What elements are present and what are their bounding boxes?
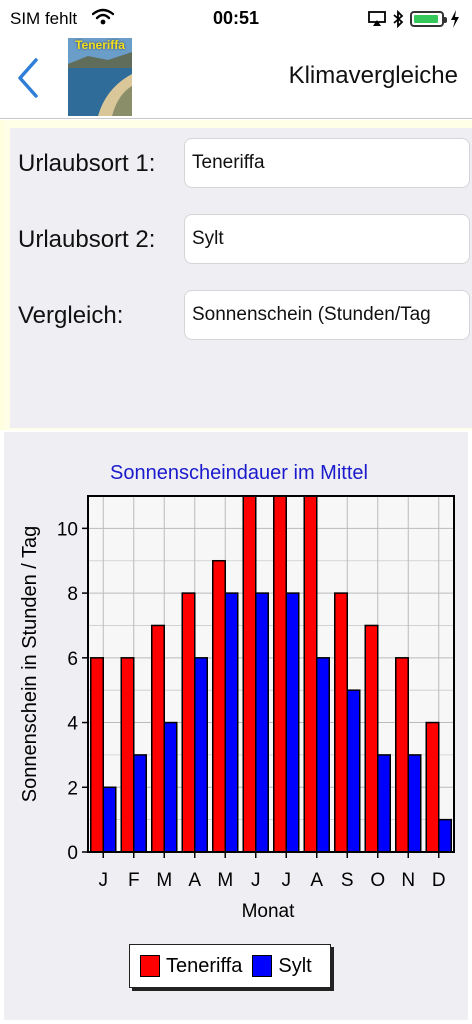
bar-sylt <box>194 657 208 853</box>
bar-teneriffa <box>334 592 348 853</box>
x-tick-label: J <box>251 870 261 891</box>
back-chevron-icon[interactable] <box>14 56 44 100</box>
location-thumbnail: Teneriffa <box>68 38 132 116</box>
charging-bolt-icon <box>451 10 459 28</box>
bar-sylt <box>285 592 300 853</box>
carrier-label: SIM fehlt <box>10 9 78 28</box>
status-bar: SIM fehlt 00:51 <box>0 0 472 38</box>
x-tick-label: M <box>217 870 233 891</box>
bar-teneriffa <box>242 495 257 853</box>
y-tick-label: 0 <box>67 843 78 864</box>
bar-teneriffa <box>303 495 318 853</box>
bar-sylt <box>224 592 239 853</box>
battery-icon <box>410 11 447 27</box>
location2-label: Urlaubsort 2: <box>18 226 156 253</box>
clock: 00:51 <box>212 8 260 28</box>
legend-swatch-sylt <box>252 955 273 977</box>
bar-teneriffa <box>425 721 440 853</box>
bar-sylt <box>438 818 452 853</box>
y-tick-label: 8 <box>67 584 78 605</box>
sunshine-bar-chart: Sonnenscheindauer im Mittel Sonnenschein… <box>19 462 455 922</box>
comparison-form: Urlaubsort 1: Teneriffa Urlaubsort 2: Sy… <box>0 120 472 430</box>
bar-teneriffa <box>395 657 409 853</box>
legend-item-sylt: Sylt <box>252 954 312 978</box>
bar-sylt <box>255 592 269 853</box>
legend-label-sylt: Sylt <box>278 954 312 977</box>
bar-teneriffa <box>120 657 135 853</box>
bar-sylt <box>377 754 391 853</box>
bar-sylt <box>407 754 422 853</box>
bar-sylt <box>163 721 178 853</box>
x-tick-label: J <box>99 870 109 891</box>
x-tick-label: S <box>341 870 354 891</box>
bar-teneriffa <box>212 559 226 853</box>
chart-panel: Sonnenscheindauer im Mittel Sonnenschein… <box>4 432 468 1020</box>
plot-frame <box>87 495 455 853</box>
bluetooth-icon <box>393 10 404 28</box>
y-tick-label: 10 <box>57 519 78 540</box>
page-title: Klimavergleiche <box>288 62 458 89</box>
airplay-icon <box>368 11 386 26</box>
x-tick-label: O <box>370 870 385 891</box>
bar-sylt <box>346 689 361 853</box>
y-tick-label: 4 <box>67 714 78 735</box>
bar-sylt <box>316 657 330 853</box>
x-tick-label: A <box>310 870 323 891</box>
comparison-field[interactable]: Sonnenschein (Stunden/Tag <box>184 290 470 340</box>
comparison-label: Vergleich: <box>18 302 124 329</box>
x-axis-label: Monat <box>242 901 296 922</box>
bar-sylt <box>133 754 147 853</box>
thumbnail-caption: Teneriffa <box>75 38 125 52</box>
legend-label-teneriffa: Teneriffa <box>166 954 243 977</box>
y-axis-label: Sonnenschein in Stunden / Tag <box>19 526 41 803</box>
bar-sylt <box>102 786 117 853</box>
x-tick-label: J <box>282 870 292 891</box>
bar-teneriffa <box>273 495 287 853</box>
x-tick-label: M <box>156 870 172 891</box>
beach-photo-image <box>68 38 132 116</box>
legend-swatch-teneriffa <box>140 955 160 977</box>
bar-teneriffa <box>364 624 379 853</box>
wifi-icon <box>92 8 114 25</box>
form-panel: Urlaubsort 1: Teneriffa Urlaubsort 2: Sy… <box>10 128 472 428</box>
bar-teneriffa <box>151 624 165 853</box>
location2-field[interactable]: Sylt <box>184 214 470 264</box>
location1-field[interactable]: Teneriffa <box>184 138 470 188</box>
legend-item-teneriffa: Teneriffa <box>140 955 242 978</box>
chart-legend: Teneriffa Sylt <box>129 944 331 988</box>
y-tick-label: 2 <box>67 778 78 799</box>
x-tick-label: N <box>401 870 415 891</box>
bar-teneriffa <box>90 657 104 853</box>
plot-area <box>88 496 454 852</box>
x-tick-label: A <box>188 870 201 891</box>
navigation-bar: Teneriffa Klimavergleiche <box>0 38 472 119</box>
chart-title: Sonnenscheindauer im Mittel <box>110 462 368 484</box>
location1-label: Urlaubsort 1: <box>18 150 156 177</box>
bar-teneriffa <box>181 592 196 853</box>
x-tick-label: D <box>432 870 446 891</box>
y-tick-label: 6 <box>67 649 78 670</box>
x-tick-label: F <box>128 870 140 891</box>
